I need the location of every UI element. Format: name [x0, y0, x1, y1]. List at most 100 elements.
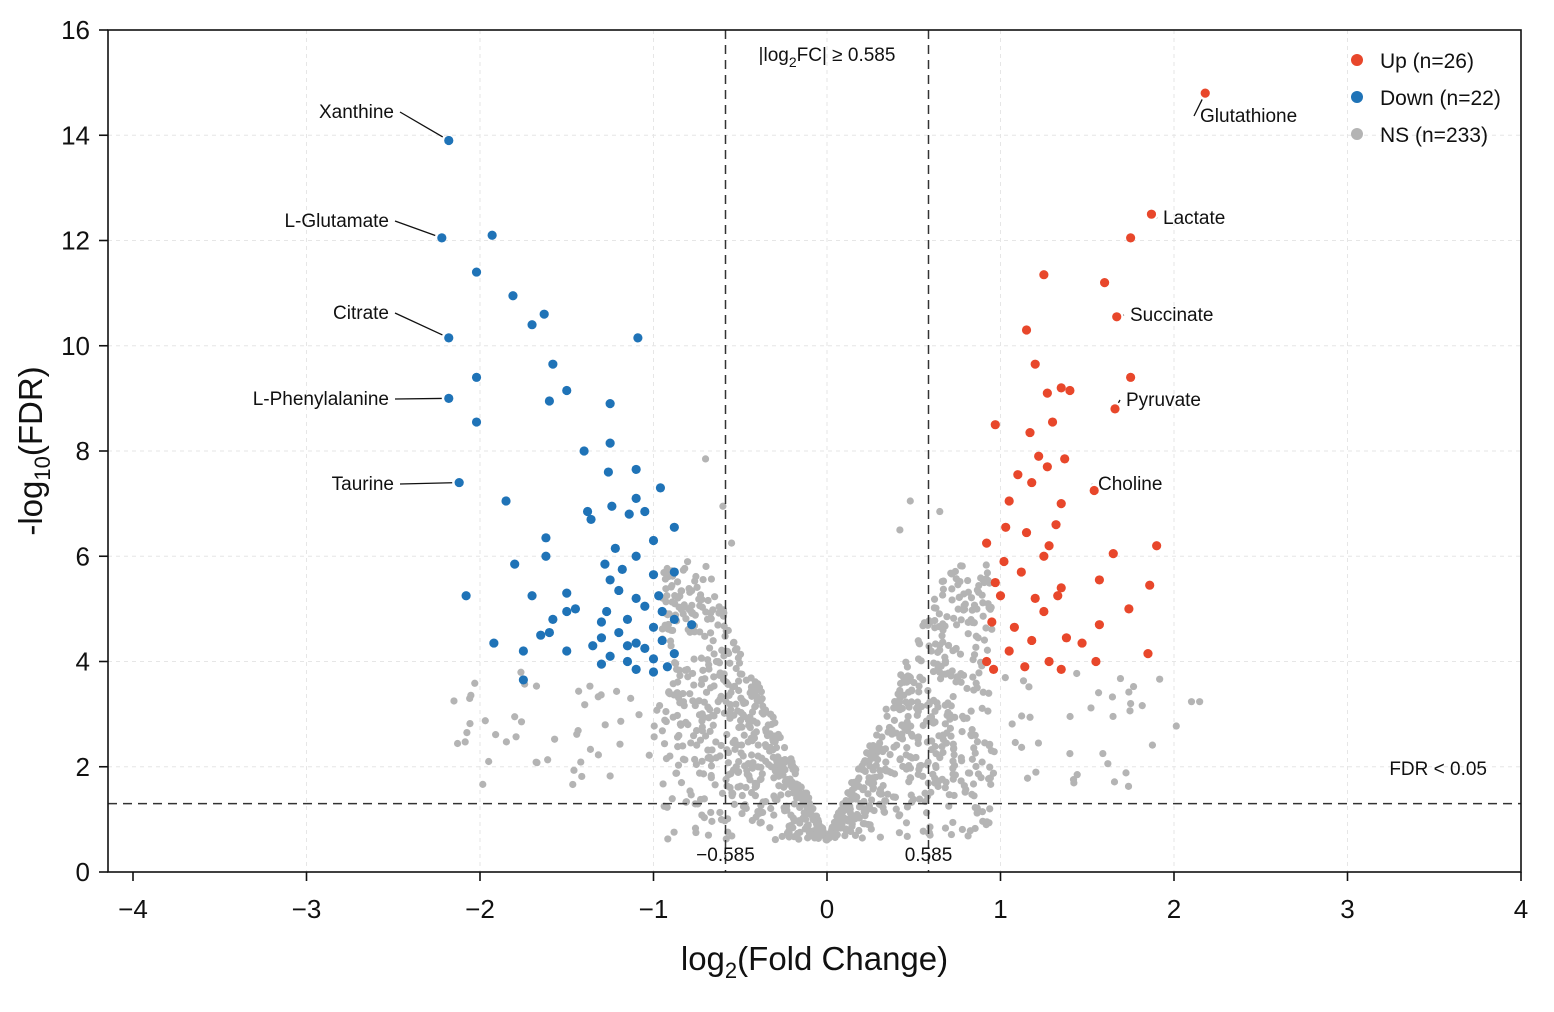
ns-point: [851, 831, 860, 839]
down-point: [640, 643, 650, 653]
ns-point: [701, 632, 709, 640]
x-tick-label: 3: [1340, 894, 1354, 924]
ns-point: [705, 661, 713, 669]
down-point: [489, 638, 499, 648]
ns-point: [612, 687, 621, 695]
x-tick-label: 1: [993, 894, 1007, 924]
down-point: [510, 559, 520, 569]
ns-point: [732, 664, 740, 673]
ns-point: [704, 831, 713, 839]
ns-point: [696, 736, 705, 744]
down-point: [541, 533, 551, 543]
ns-point: [698, 595, 706, 604]
y-tick-label: 14: [61, 120, 90, 150]
ns-point: [903, 744, 911, 752]
ns-point: [915, 795, 924, 803]
ns-point: [885, 723, 894, 732]
ns-point: [586, 682, 594, 690]
ns-point: [698, 717, 706, 725]
ns-point: [939, 626, 947, 634]
legend-entry: NS (n=233): [1380, 124, 1488, 147]
ns-point: [974, 634, 982, 642]
up-point: [1047, 417, 1058, 427]
down-point: [622, 614, 633, 625]
ns-point: [909, 795, 918, 803]
ns-point: [733, 645, 741, 653]
ns-point: [736, 650, 745, 658]
ns-point: [985, 689, 993, 697]
ns-point: [964, 630, 972, 638]
ns-point: [1126, 707, 1134, 715]
ns-point: [1023, 774, 1032, 782]
ns-point: [704, 596, 712, 605]
down-point: [622, 656, 633, 667]
down-point: [588, 641, 598, 651]
down-point: [669, 522, 679, 532]
label-leader-line: [394, 397, 442, 400]
ns-point: [1026, 713, 1034, 721]
down-point: [605, 651, 615, 661]
significant-points-layer: [437, 88, 1210, 685]
ns-point: [1011, 738, 1019, 747]
y-tick-label: 10: [61, 331, 90, 361]
ns-point: [949, 757, 957, 765]
ns-point: [876, 833, 884, 841]
ns-point: [761, 706, 770, 714]
ns-point: [970, 686, 978, 694]
ns-point: [1087, 704, 1095, 712]
up-point: [1056, 664, 1066, 674]
ns-point: [533, 759, 541, 767]
ns-point: [876, 772, 884, 780]
ns-point: [948, 667, 956, 675]
ns-point: [896, 811, 904, 819]
ns-point: [650, 722, 658, 730]
up-point: [1039, 551, 1049, 561]
ns-point: [972, 643, 980, 651]
ns-point: [884, 790, 892, 798]
up-point: [1094, 620, 1104, 630]
y-tick-label: 8: [76, 436, 90, 466]
ns-point: [865, 774, 873, 782]
up-point: [1200, 88, 1210, 98]
ns-point: [732, 700, 740, 708]
ns-point: [783, 829, 791, 837]
ns-point: [979, 688, 987, 696]
down-point: [631, 551, 641, 561]
ns-point: [948, 596, 956, 604]
ns-point: [771, 835, 779, 844]
ns-point: [729, 789, 737, 798]
down-point: [586, 514, 596, 525]
ns-point: [947, 569, 955, 577]
ns-point: [952, 621, 961, 629]
ns-point: [931, 616, 939, 625]
label-leader-line: [394, 312, 443, 336]
ns-point: [575, 687, 583, 695]
ns-point: [511, 713, 519, 721]
ns-point: [790, 800, 799, 808]
ns-point: [967, 732, 976, 740]
metabolite-label: Taurine: [332, 474, 394, 495]
down-point: [605, 575, 615, 585]
down-point: [640, 506, 650, 517]
ns-point: [839, 802, 847, 811]
ns-point: [517, 668, 525, 676]
ns-point: [982, 624, 990, 632]
ns-point: [709, 721, 717, 729]
up-point: [1056, 383, 1066, 393]
ns-point: [973, 738, 982, 746]
ns-point: [466, 720, 474, 728]
ns-point: [928, 737, 936, 745]
ns-point: [906, 497, 914, 505]
ns-point: [627, 694, 635, 702]
down-point: [454, 477, 464, 488]
y-tick-label: 12: [61, 226, 90, 256]
down-point: [544, 396, 555, 406]
threshold-lines: [108, 30, 1521, 872]
ns-point: [679, 610, 687, 618]
ns-point: [935, 668, 944, 676]
ns-point: [569, 780, 577, 789]
ns-point: [532, 682, 541, 690]
ns-point: [698, 675, 706, 684]
up-point: [1056, 583, 1066, 593]
